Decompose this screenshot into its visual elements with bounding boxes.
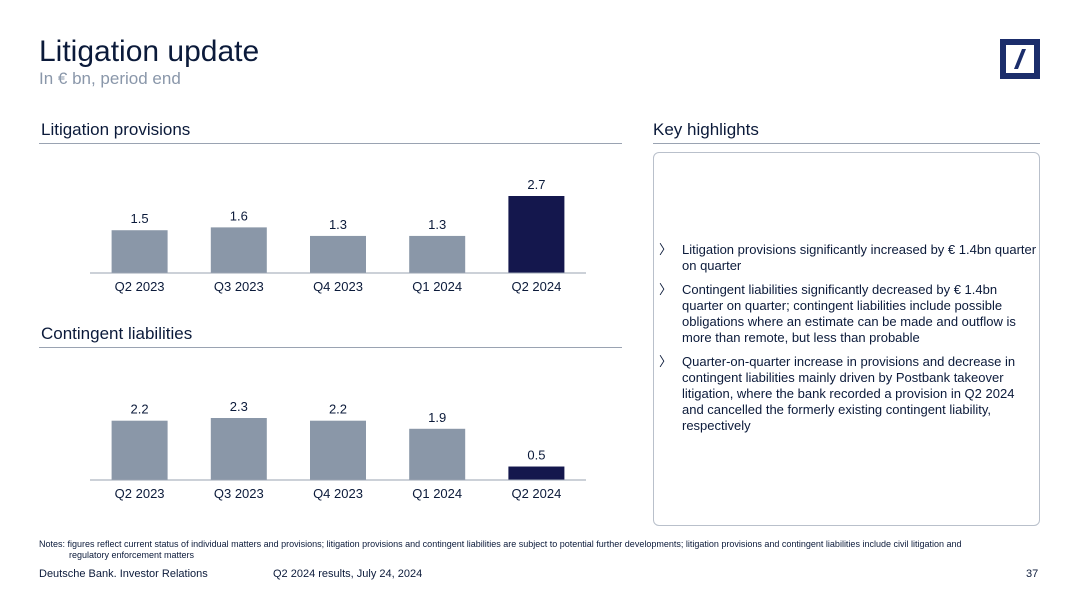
contingent-section-title: Contingent liabilities: [41, 324, 193, 343]
contingent-chart: 2.2 Q2 2023 2.3 Q3 2023 2.2 Q4 2023 1.9 Q1 2024…: [90, 380, 586, 510]
footer-event: Q2 2024 results, July 24, 2024: [273, 568, 423, 580]
x-tick-label: Q3 2023: [214, 486, 264, 501]
x-tick-label: Q2 2024: [511, 279, 561, 294]
contingent-chart-svg: 2.2 Q2 2023 2.3 Q3 2023 2.2 Q4 2023 1.9 Q1 2024…: [90, 399, 586, 501]
deutsche-bank-logo-icon: [1000, 39, 1040, 79]
highlight-text: Litigation provisions significantly incr…: [682, 242, 1037, 273]
provisions-section-title: Litigation provisions: [41, 120, 191, 139]
data-label: 2.2: [329, 402, 347, 417]
x-tick-label: Q1 2024: [412, 486, 462, 501]
bar-q1-2024: [409, 428, 466, 480]
x-tick-label: Q4 2023: [313, 486, 363, 501]
highlights-section-title: Key highlights: [653, 120, 759, 139]
bar-q2-2024: [508, 196, 565, 273]
list-item: 〉 Contingent liabilities significantly d…: [657, 282, 1037, 346]
data-label: 1.9: [428, 410, 446, 425]
footer-company: Deutsche Bank. Investor Relations: [39, 568, 208, 580]
notes-line-1: Notes: figures reflect current status of…: [39, 539, 962, 549]
data-label: 2.2: [131, 402, 149, 417]
chevron-right-icon: 〉: [659, 242, 673, 257]
highlights-divider: [653, 143, 1040, 144]
footnotes: Notes: figures reflect current status of…: [39, 539, 1049, 561]
bar-q3-2023: [210, 227, 267, 273]
bar-q2-2023: [111, 420, 168, 480]
highlight-text: Contingent liabilities significantly dec…: [682, 282, 1016, 345]
highlight-text: Quarter-on-quarter increase in provision…: [682, 354, 1016, 433]
x-tick-label: Q2 2023: [115, 279, 165, 294]
bar-q4-2023: [310, 420, 366, 480]
data-label: 1.6: [230, 208, 248, 223]
x-tick-label: Q2 2023: [115, 486, 165, 501]
bar-q1-2024: [409, 235, 466, 273]
provisions-chart: 1.5 Q2 2023 1.6 Q3 2023 1.3 Q4 2023 1.3 Q1 2024…: [90, 160, 586, 300]
x-tick-label: Q1 2024: [412, 279, 462, 294]
highlights-panel: [653, 152, 1040, 526]
bar-q3-2023: [210, 418, 267, 480]
provisions-chart-svg: 1.5 Q2 2023 1.6 Q3 2023 1.3 Q4 2023 1.3 Q1 2024…: [90, 177, 586, 294]
data-label: 0.5: [527, 448, 545, 463]
x-tick-label: Q3 2023: [214, 279, 264, 294]
bar-q2-2023: [111, 230, 168, 273]
list-item: 〉 Quarter-on-quarter increase in provisi…: [657, 354, 1037, 434]
provisions-divider: [39, 143, 622, 144]
chevron-right-icon: 〉: [659, 282, 673, 297]
chevron-right-icon: 〉: [659, 354, 673, 369]
x-tick-label: Q2 2024: [511, 486, 561, 501]
data-label: 2.3: [230, 399, 248, 414]
data-label: 1.3: [428, 217, 446, 232]
notes-line-2: regulatory enforcement matters: [69, 550, 195, 560]
data-label: 2.7: [527, 177, 545, 192]
data-label: 1.5: [131, 211, 149, 226]
bar-q4-2023: [310, 235, 366, 273]
data-label: 1.3: [329, 217, 347, 232]
page-number: 37: [1026, 568, 1039, 580]
page-title: Litigation update: [39, 35, 260, 68]
bar-q2-2024: [508, 466, 565, 480]
page-subtitle: In € bn, period end: [39, 69, 181, 88]
x-tick-label: Q4 2023: [313, 279, 363, 294]
contingent-divider: [39, 347, 622, 348]
highlights-list: 〉 Litigation provisions significantly in…: [657, 242, 1037, 442]
list-item: 〉 Litigation provisions significantly in…: [657, 242, 1037, 274]
